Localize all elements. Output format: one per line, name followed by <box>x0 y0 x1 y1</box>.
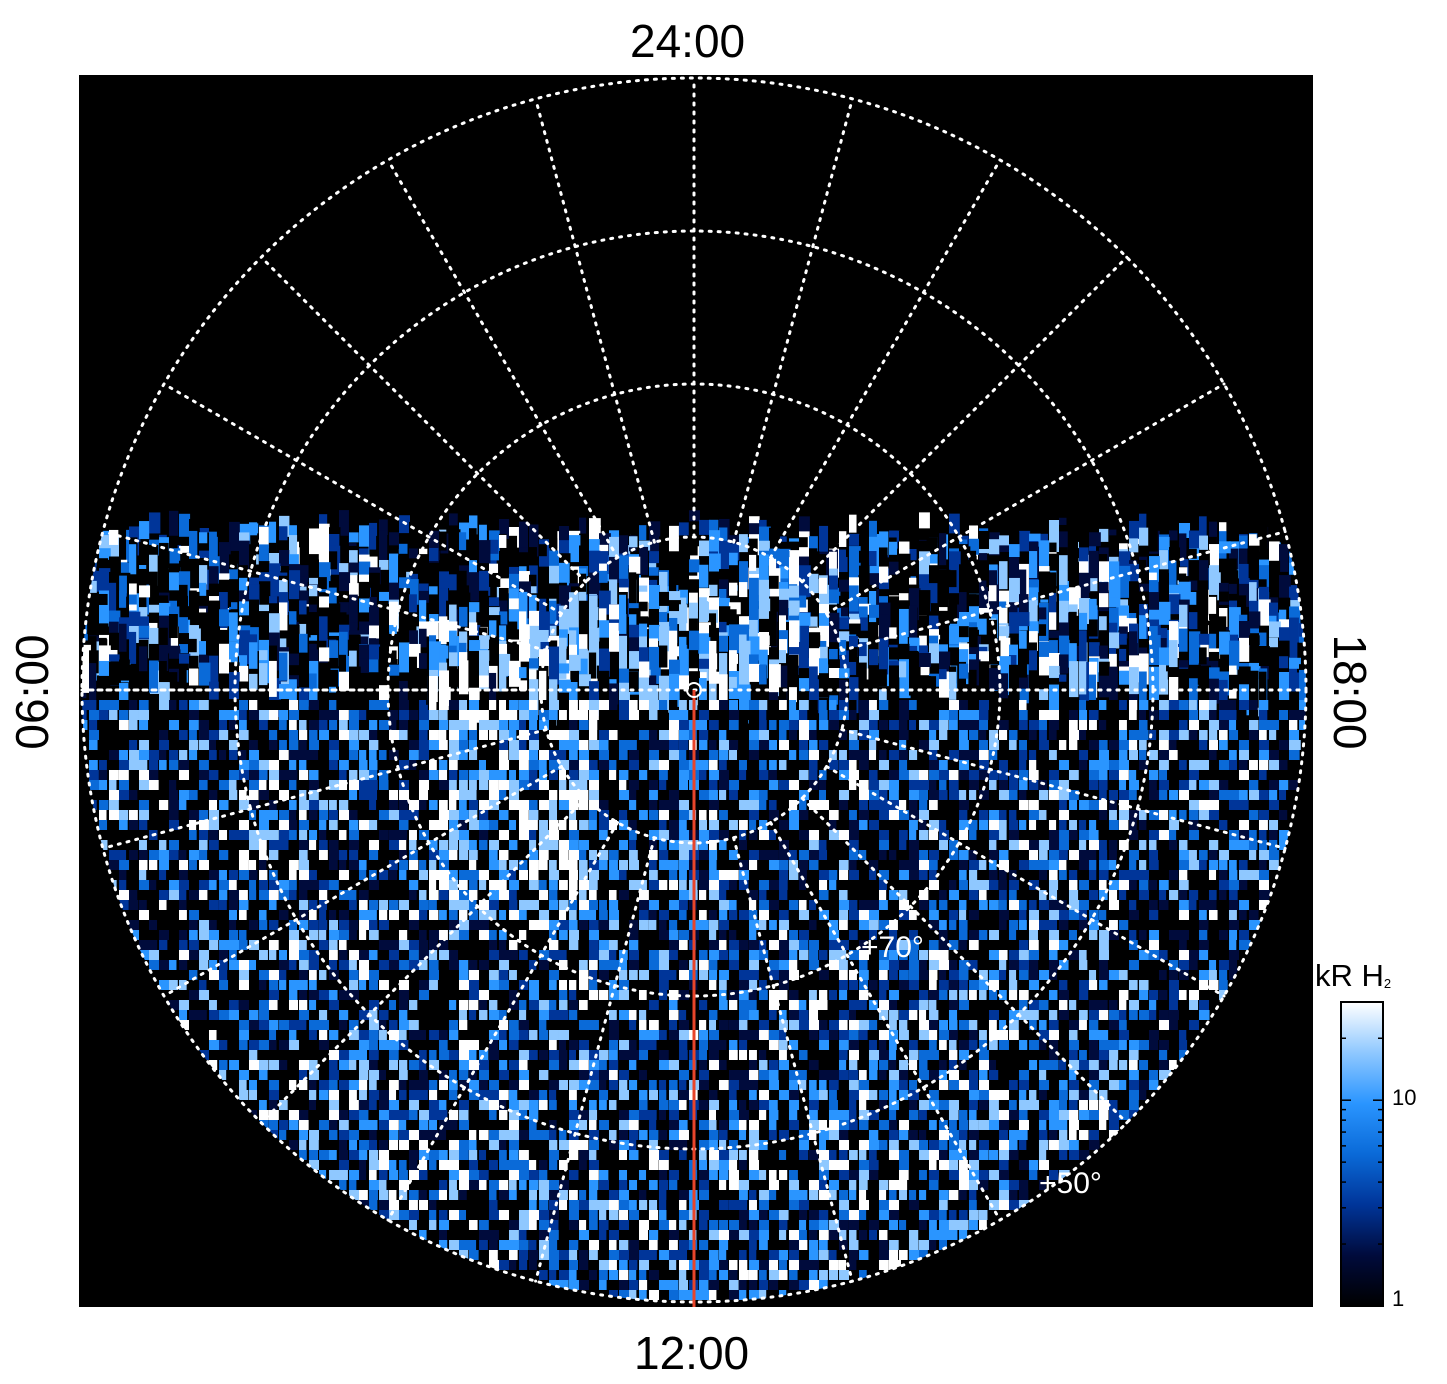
local-time-label-12: 12:00 <box>634 1327 750 1379</box>
colorbar-gradient <box>1340 1001 1384 1307</box>
polar-projection-plot: +70° +50° <box>79 75 1313 1307</box>
local-time-label-18: 18:00 <box>1324 634 1376 750</box>
lat-label-70: +70° <box>861 931 924 964</box>
lat-label-50: +50° <box>1039 1167 1102 1200</box>
colorbar-ticks <box>1341 1001 1383 1307</box>
auroral-emission-map <box>82 510 1306 1300</box>
latitude-circle <box>80 76 1308 1304</box>
pole-marker <box>686 682 702 698</box>
colorbar-tick-10: 10 <box>1392 1085 1417 1110</box>
colorbar <box>1340 1001 1384 1307</box>
local-time-label-24: 24:00 <box>630 15 746 67</box>
colorbar-tick-1: 1 <box>1392 1286 1405 1311</box>
colorbar-title: kR H2 <box>1315 958 1392 993</box>
local-time-label-06: 06:00 <box>6 634 58 750</box>
